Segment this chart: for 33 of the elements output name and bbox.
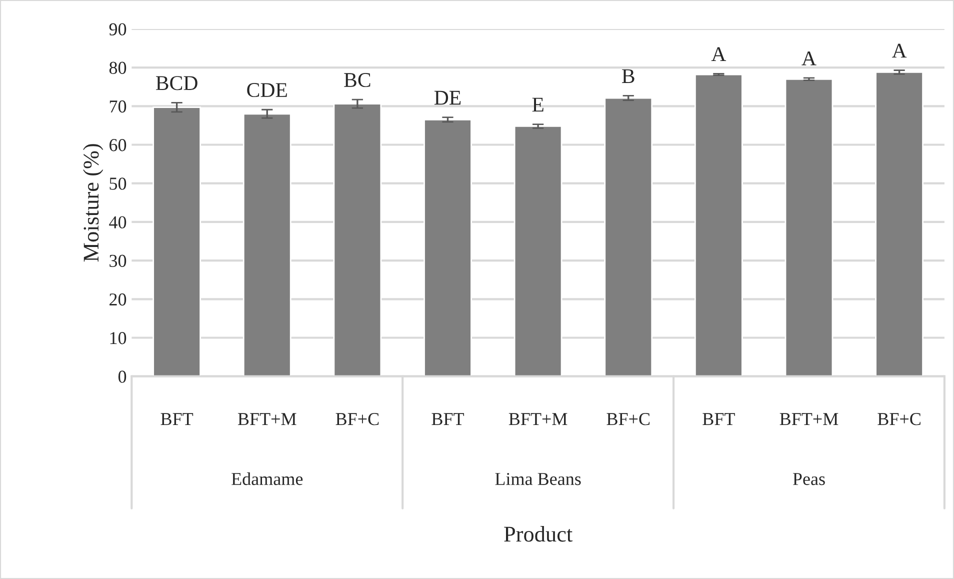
x-tick-label: BFT — [702, 413, 735, 426]
x-tick-label: BFT+M — [238, 413, 296, 426]
y-tick-label: 90 — [109, 23, 126, 36]
y-tick-label: 50 — [110, 178, 126, 190]
data-label: A — [711, 47, 726, 61]
data-label: DE — [434, 90, 461, 105]
data-label: A — [802, 51, 816, 66]
y-tick-label: 60 — [110, 139, 126, 152]
x-tick-label: BF+C — [336, 413, 379, 426]
data-label: B — [622, 69, 634, 84]
y-axis-title: Moisture (%) — [83, 144, 104, 262]
x-tick-label: BFT+M — [508, 413, 568, 426]
y-tick-label: 80 — [109, 62, 126, 74]
data-label: E — [532, 98, 544, 112]
data-label: A — [892, 44, 907, 58]
y-tick-label: 40 — [109, 216, 126, 228]
data-label: BCD — [156, 76, 198, 90]
text: Peas — [792, 473, 825, 486]
x-tick-label: BF+C — [606, 413, 650, 426]
data-label: CDE — [247, 83, 287, 98]
x-tick-label: BF+C — [878, 413, 920, 426]
y-tick-label: 0 — [118, 370, 126, 383]
text: Edamame — [232, 472, 303, 486]
y-tick-label: 20 — [110, 293, 126, 306]
data-label: BC — [344, 73, 370, 88]
x-tick-label: BFT — [432, 413, 464, 426]
x-tick-label: BFT+M — [780, 413, 838, 426]
y-tick-label: 10 — [110, 332, 126, 344]
x-tick-label: BFT — [160, 413, 194, 426]
x-axis-title: Product — [504, 526, 572, 542]
y-tick-label: 70 — [110, 100, 126, 113]
y-tick-label: 30 — [110, 254, 126, 267]
text: Lima Beans — [495, 472, 581, 486]
